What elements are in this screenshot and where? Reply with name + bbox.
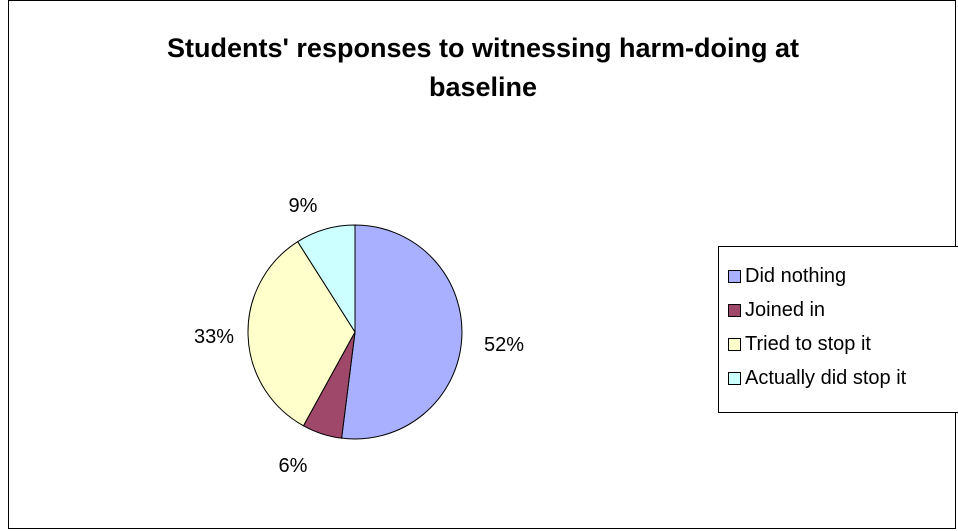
legend-label: Joined in xyxy=(745,298,826,321)
legend-swatch xyxy=(728,303,741,317)
legend-swatch xyxy=(728,371,741,385)
pie-slice-tried-to-stop-it xyxy=(247,240,356,427)
legend-label: Did nothing xyxy=(745,264,847,287)
legend-item-actually-did-stop-it: Actually did stop it xyxy=(719,361,958,395)
legend-item-did-nothing: Did nothing xyxy=(719,259,958,293)
legend-swatch xyxy=(728,337,741,351)
chart-area: Students' responses to witnessing harm-d… xyxy=(8,0,958,529)
pie-slice-actually-did-stop-it xyxy=(296,224,356,334)
chart-title-line-1: Students' responses to witnessing harm-d… xyxy=(167,33,799,63)
pie-chart: 52% 6% 33% 9% xyxy=(194,195,524,477)
legend-label: Actually did stop it xyxy=(745,366,907,389)
pct-label-joined-in: 6% xyxy=(279,455,308,477)
pct-label-did-nothing: 52% xyxy=(484,334,524,356)
pie-slice-did-nothing xyxy=(341,224,463,440)
legend: Did nothing Joined in Tried to stop it A… xyxy=(718,246,958,413)
chart-title: Students' responses to witnessing harm-d… xyxy=(9,29,957,107)
chart-title-line-2: baseline xyxy=(428,72,538,103)
legend-label: Tried to stop it xyxy=(745,332,871,355)
legend-item-tried-to-stop-it: Tried to stop it xyxy=(719,327,958,361)
legend-swatch xyxy=(728,269,741,283)
legend-item-joined-in: Joined in xyxy=(719,293,958,327)
pct-label-actually-did-stop-it: 9% xyxy=(289,195,318,217)
pct-label-tried-to-stop-it: 33% xyxy=(194,326,234,348)
